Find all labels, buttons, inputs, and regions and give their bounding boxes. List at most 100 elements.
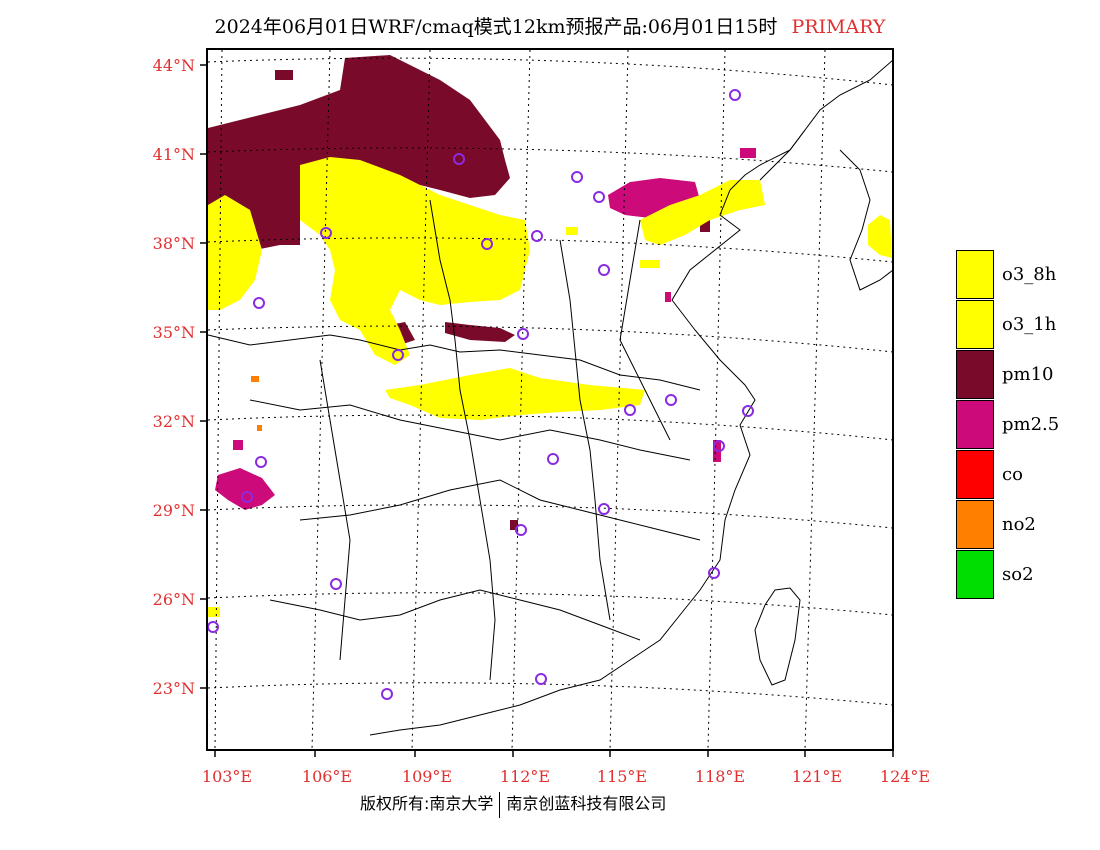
graticule <box>207 49 894 751</box>
legend-swatch <box>956 399 994 449</box>
o3-region-west <box>208 195 262 310</box>
o3-region-huaihe <box>385 368 645 420</box>
pm10-region-north <box>208 55 510 250</box>
pm25-dot <box>665 292 671 302</box>
station-marker <box>392 349 404 361</box>
legend-item-no2: no2 <box>956 499 1059 549</box>
o3-region-korea <box>868 215 892 258</box>
legend-item-o3-1h: o3_1h <box>956 299 1059 349</box>
station-marker <box>330 578 342 590</box>
legend-swatch <box>956 249 994 299</box>
lon-label: 103°E <box>202 767 252 786</box>
legend-swatch <box>956 299 994 349</box>
province-border <box>559 239 611 621</box>
copyright-right: 南京创蓝科技有限公司 <box>506 794 667 813</box>
legend-label: pm2.5 <box>1002 413 1060 435</box>
legend-item-so2: so2 <box>956 549 1059 599</box>
parallel-23n <box>207 682 894 706</box>
o3-dot <box>208 607 220 617</box>
bohai-outline <box>759 59 894 181</box>
parallel-32n <box>207 414 894 441</box>
station-marker <box>593 191 605 203</box>
legend-label: pm10 <box>1002 363 1054 385</box>
parallel-29n <box>207 504 894 529</box>
lon-label: 124°E <box>880 767 930 786</box>
station-markers <box>207 89 754 700</box>
lat-label: 44°N <box>153 56 195 75</box>
meridian-118e <box>707 49 726 751</box>
meridian-103e <box>214 49 223 751</box>
meridian-106e <box>311 49 331 751</box>
legend-label: so2 <box>1002 563 1034 585</box>
parallel-38n <box>207 237 894 263</box>
footer-divider <box>499 791 501 818</box>
station-marker <box>598 503 610 515</box>
meridian-112e <box>511 49 531 751</box>
lat-label: 32°N <box>153 412 195 431</box>
legend-item-co: co <box>956 449 1059 499</box>
station-marker <box>665 394 677 406</box>
province-border <box>429 199 496 681</box>
station-marker <box>481 238 493 250</box>
chart-title: 2024年06月01日WRF/cmaq模式12km预报产品:06月01日15时 P… <box>0 12 1100 39</box>
station-marker <box>624 404 636 416</box>
pm25-dot <box>740 148 756 158</box>
coastline <box>369 129 806 736</box>
taiwan-outline <box>754 587 801 686</box>
legend-label: o3_8h <box>1002 263 1057 285</box>
station-marker <box>598 264 610 276</box>
lat-labels: 44°N 41°N 38°N 35°N 32°N 29°N 26°N 23°N <box>153 56 195 698</box>
legend-label: o3_1h <box>1002 313 1057 335</box>
station-marker <box>515 524 527 536</box>
parallel-44n <box>207 57 894 86</box>
station-marker <box>713 440 725 452</box>
legend-item-pm25: pm2.5 <box>956 399 1059 449</box>
province-border <box>319 359 351 661</box>
lat-label: 41°N <box>153 145 195 164</box>
station-marker <box>320 227 332 239</box>
province-border <box>269 589 641 641</box>
legend-swatch <box>956 499 994 549</box>
station-marker <box>729 89 741 101</box>
legend-label: no2 <box>1002 513 1036 535</box>
pm10-dot <box>275 70 293 80</box>
o3-regions <box>208 157 892 617</box>
station-marker <box>742 405 754 417</box>
province-border <box>249 399 691 461</box>
o3-dot <box>640 260 660 268</box>
lat-label: 26°N <box>153 590 195 609</box>
legend-swatch <box>956 349 994 399</box>
lon-label: 106°E <box>302 767 352 786</box>
station-marker <box>253 297 265 309</box>
lon-labels: 103°E 106°E 109°E 112°E 115°E 118°E 121°… <box>202 767 930 786</box>
copyright-left: 版权所有:南京大学 <box>360 794 494 813</box>
station-marker <box>531 230 543 242</box>
pm25-dot <box>233 440 243 450</box>
pm10-dot <box>510 520 518 530</box>
legend-swatch <box>956 549 994 599</box>
lon-label: 112°E <box>500 767 550 786</box>
legend-label: co <box>1002 463 1023 485</box>
province-border <box>207 334 701 391</box>
lat-label: 38°N <box>153 234 195 253</box>
o3-region-bohai <box>640 180 765 245</box>
map-frame <box>206 48 894 751</box>
parallel-35n <box>207 325 894 353</box>
meridian-109e <box>411 49 431 751</box>
korea-outline <box>839 149 894 291</box>
station-marker <box>241 491 253 503</box>
no2-dot <box>251 376 259 382</box>
title-tag: PRIMARY <box>791 16 886 38</box>
title-main: 2024年06月01日WRF/cmaq模式12km预报产品:06月01日15时 <box>214 16 778 38</box>
legend: o3_8h o3_1h pm10 pm2.5 co no2 so2 <box>956 249 1059 599</box>
legend-item-o3-8h: o3_8h <box>956 249 1059 299</box>
lon-label: 121°E <box>792 767 842 786</box>
lat-label: 23°N <box>153 679 195 698</box>
meridian-121e <box>804 49 826 751</box>
station-marker <box>255 456 267 468</box>
province-border <box>619 219 671 441</box>
station-marker <box>381 688 393 700</box>
lat-label: 29°N <box>153 501 195 520</box>
station-marker <box>571 171 583 183</box>
